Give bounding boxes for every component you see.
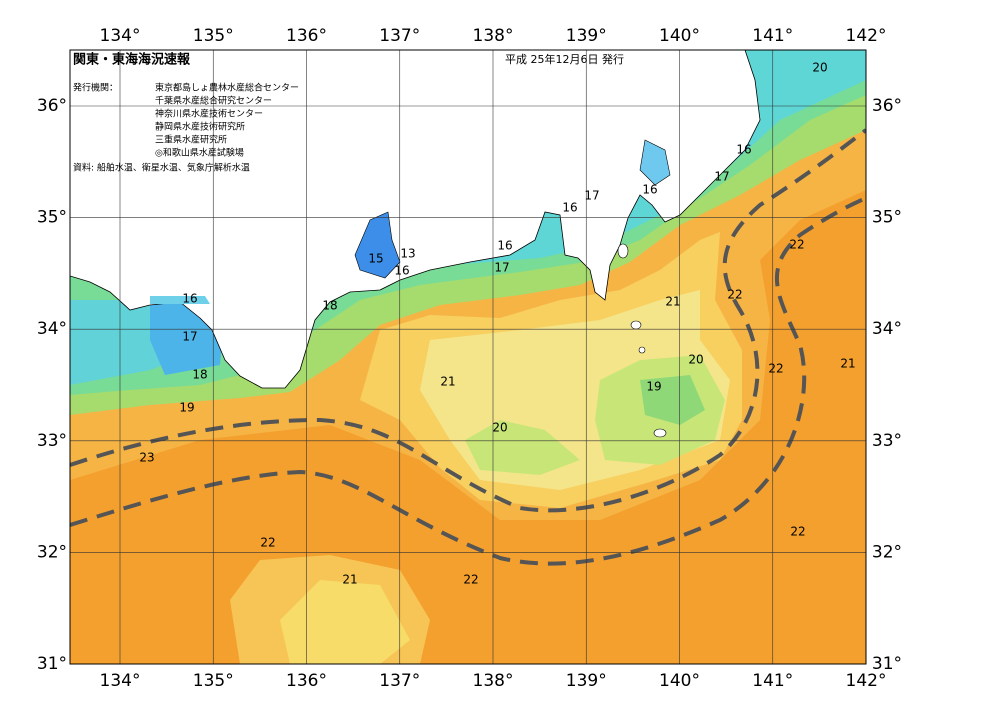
contour-label: 17 xyxy=(494,261,509,275)
contour-label: 22 xyxy=(463,573,478,587)
contour-label: 20 xyxy=(492,421,507,435)
island xyxy=(653,428,667,438)
lon-label: 141° xyxy=(752,26,793,46)
lon-label: 139° xyxy=(566,671,607,691)
lon-label: 142° xyxy=(846,671,887,691)
issuer: 東京都島しょ農林水産総合センター xyxy=(155,82,299,94)
lon-label: 135° xyxy=(193,671,234,691)
lon-label: 134° xyxy=(100,26,141,46)
contour-label: 19 xyxy=(646,380,661,394)
issuer: ◎和歌山県水産試験場 xyxy=(155,147,244,159)
contour-label: 22 xyxy=(260,536,275,550)
sources: 資料: 船舶水温、衛星水温、気象庁解析水温 xyxy=(73,162,250,174)
map-area: 20 16 17 16 17 16 16 17 15 13 16 18 16 17 18 19 23 22 21 22… xyxy=(70,50,866,664)
contour-label: 16 xyxy=(736,143,751,157)
issuers-label: 発行機関： xyxy=(73,82,118,94)
contour-label: 15 xyxy=(368,252,383,266)
contour-label: 22 xyxy=(727,288,742,302)
issuer: 千葉県水産総合研究センター xyxy=(155,95,272,107)
lon-label: 134° xyxy=(100,671,141,691)
lon-label: 139° xyxy=(566,26,607,46)
issuer: 静岡県水産技術研究所 xyxy=(155,121,245,133)
lat-label: 33° xyxy=(37,431,67,451)
map-frame xyxy=(69,49,867,665)
island xyxy=(617,243,629,259)
lon-label: 135° xyxy=(193,26,234,46)
lat-label: 34° xyxy=(37,319,67,339)
kuroshio-path xyxy=(70,196,866,566)
contour-label: 22 xyxy=(768,362,783,376)
ise-bay xyxy=(354,211,401,279)
contour-label: 13 xyxy=(400,247,415,261)
island xyxy=(630,320,642,330)
contour-label: 18 xyxy=(192,368,207,382)
seto-sea xyxy=(150,296,210,304)
contour-label: 16 xyxy=(642,183,657,197)
contour-label: 16 xyxy=(394,264,409,278)
contour-label: 16 xyxy=(182,292,197,306)
lon-label: 140° xyxy=(659,671,700,691)
lon-label: 140° xyxy=(659,26,700,46)
kuroshio-path xyxy=(70,128,866,513)
lon-label: 137° xyxy=(379,671,420,691)
lat-label: 35° xyxy=(872,208,902,228)
contour-label: 18 xyxy=(322,299,337,313)
issuer: 神奈川県水産技術センター xyxy=(155,108,263,120)
issue-date: 平成 25年12月6日 発行 xyxy=(505,52,624,66)
contour-label: 22 xyxy=(789,238,804,252)
lon-label: 136° xyxy=(286,671,327,691)
lon-label: 142° xyxy=(846,26,887,46)
tokyo-bay xyxy=(639,139,671,186)
map-title: 関東・東海海況速報 xyxy=(73,52,191,68)
lat-label: 36° xyxy=(37,96,67,116)
land xyxy=(70,50,761,389)
lon-label: 138° xyxy=(473,671,514,691)
lat-label: 31° xyxy=(37,654,67,674)
contour-label: 21 xyxy=(440,375,455,389)
lon-label: 138° xyxy=(473,26,514,46)
contour-label: 17 xyxy=(584,189,599,203)
sea-green-core xyxy=(640,375,705,425)
contour-label: 21 xyxy=(840,357,855,371)
lat-label: 36° xyxy=(872,96,902,116)
contour-label: 23 xyxy=(139,451,154,465)
sea-green-blob xyxy=(465,420,580,475)
contour-label: 19 xyxy=(179,401,194,415)
lat-label: 32° xyxy=(872,542,902,562)
lat-label: 31° xyxy=(872,654,902,674)
contour-label: 20 xyxy=(688,353,703,367)
lon-label: 136° xyxy=(286,26,327,46)
lat-label: 32° xyxy=(37,542,67,562)
island xyxy=(638,346,646,354)
contour-label: 21 xyxy=(665,295,680,309)
sea-yellow-south-core xyxy=(280,580,410,664)
contour-label: 17 xyxy=(182,330,197,344)
contour-label: 22 xyxy=(790,525,805,539)
issuer: 三重県水産研究所 xyxy=(155,134,227,146)
lon-label: 137° xyxy=(379,26,420,46)
lat-label: 34° xyxy=(872,319,902,339)
contour-label: 17 xyxy=(714,170,729,184)
lon-label: 141° xyxy=(752,671,793,691)
contour-label: 21 xyxy=(342,573,357,587)
contour-label: 16 xyxy=(562,201,577,215)
contour-label: 20 xyxy=(812,61,827,75)
lat-label: 35° xyxy=(37,208,67,228)
lat-label: 33° xyxy=(872,431,902,451)
contour-label: 16 xyxy=(497,239,512,253)
